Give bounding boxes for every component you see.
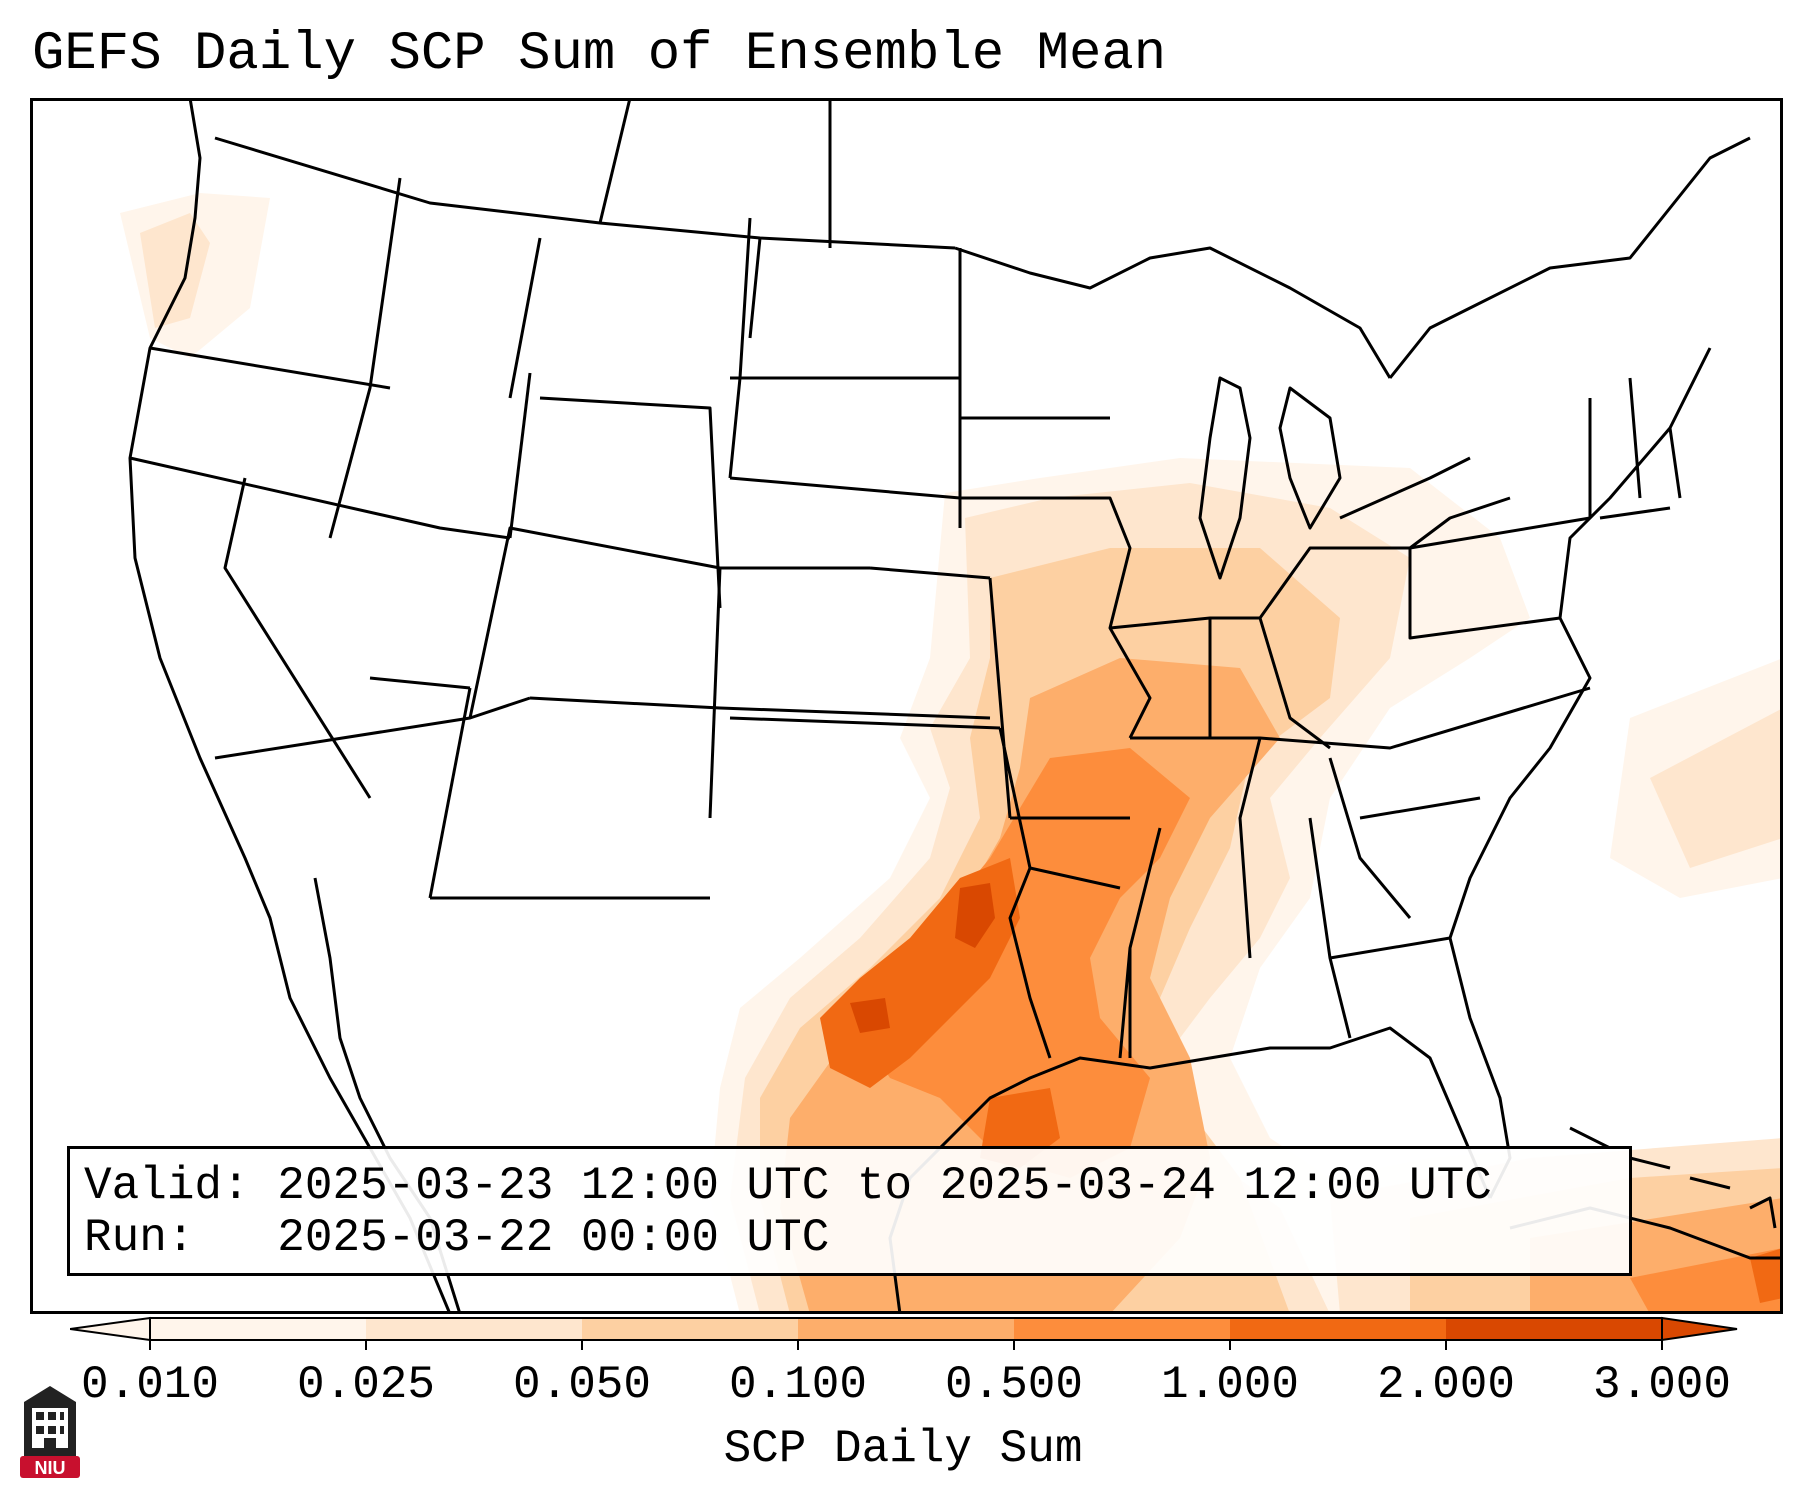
colorbar-segment bbox=[1014, 1318, 1231, 1340]
valid-line: Valid: 2025-03-23 12:00 UTC to 2025-03-2… bbox=[84, 1159, 1492, 1213]
colorbar-tick-5: 0.500 bbox=[944, 1359, 1084, 1411]
colorbar-segment bbox=[1230, 1318, 1447, 1340]
colorbar-tick-4: 0.100 bbox=[728, 1359, 868, 1411]
map-panel bbox=[30, 98, 1783, 1314]
colorbar-outline bbox=[149, 1317, 1663, 1341]
colorbar-tick-7: 2.000 bbox=[1376, 1359, 1516, 1411]
colorbar-tick-1: 0.010 bbox=[80, 1359, 220, 1411]
colorbar-tick-2: 0.025 bbox=[296, 1359, 436, 1411]
run-label: Run: bbox=[84, 1212, 195, 1264]
colorbar bbox=[70, 1316, 1738, 1350]
colorbar-segment bbox=[366, 1318, 583, 1340]
valid-run-infobox: Valid: 2025-03-23 12:00 UTC to 2025-03-2… bbox=[67, 1146, 1632, 1276]
niu-logo: NIU bbox=[20, 1386, 80, 1478]
colorbar-tick-3: 0.050 bbox=[512, 1359, 652, 1411]
colorbar-tick-8: 3.000 bbox=[1592, 1359, 1732, 1411]
state-boundaries bbox=[128, 98, 1783, 1314]
run-line: Run: 2025-03-22 00:00 UTC bbox=[84, 1211, 829, 1265]
colorbar-segment bbox=[582, 1318, 799, 1340]
svg-text:NIU: NIU bbox=[35, 1458, 66, 1478]
colorbar-tick-6: 1.000 bbox=[1160, 1359, 1300, 1411]
run-time: 2025-03-22 00:00 UTC bbox=[277, 1212, 830, 1264]
colorbar-segment bbox=[798, 1318, 1015, 1340]
page-title: GEFS Daily SCP Sum of Ensemble Mean bbox=[32, 24, 1167, 85]
valid-label: Valid: bbox=[84, 1160, 250, 1212]
valid-range: 2025-03-23 12:00 UTC to 2025-03-24 12:00… bbox=[277, 1160, 1492, 1212]
colorbar-segment bbox=[150, 1318, 367, 1340]
colorbar-label: SCP Daily Sum bbox=[723, 1423, 1083, 1475]
colorbar-extend-low bbox=[70, 1316, 151, 1342]
colorbar-extend-high bbox=[1661, 1316, 1738, 1342]
colorbar-segment bbox=[1446, 1318, 1663, 1340]
